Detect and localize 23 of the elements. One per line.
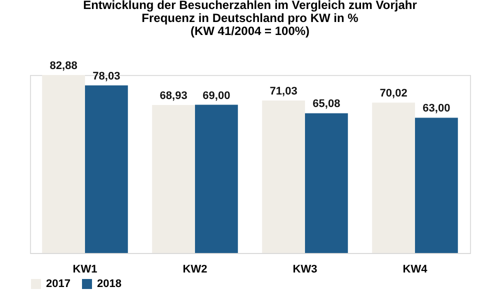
- data-label: 63,00: [422, 102, 450, 115]
- x-tick-label: KW3: [292, 264, 318, 276]
- bar: [415, 118, 458, 253]
- x-tick-label: KW4: [402, 264, 428, 276]
- legend-label: 2017: [46, 278, 70, 290]
- bar: [42, 75, 85, 253]
- data-label: 70,02: [380, 88, 408, 100]
- data-label: 65,08: [312, 98, 340, 110]
- bar: [85, 85, 128, 253]
- data-label: 68,93: [160, 90, 188, 102]
- data-label: 69,00: [202, 90, 230, 102]
- bar: [262, 100, 305, 253]
- bar: [195, 104, 238, 253]
- bar: [372, 102, 415, 253]
- bar: [152, 104, 195, 253]
- data-label: 82,88: [50, 60, 78, 72]
- x-tick-label: KW1: [72, 264, 98, 276]
- data-label: 71,03: [270, 85, 298, 98]
- legend-label: 2018: [97, 278, 122, 290]
- chart-title: Entwicklung der Besucherzahlen im Vergleich zum Vorjahr Frequenz in Deutschland pro KW in % (KW 41/2004 = 100%): [83, 0, 418, 38]
- data-label: 78,03: [92, 70, 120, 82]
- bar: [305, 113, 348, 253]
- x-tick-label: KW2: [182, 264, 208, 276]
